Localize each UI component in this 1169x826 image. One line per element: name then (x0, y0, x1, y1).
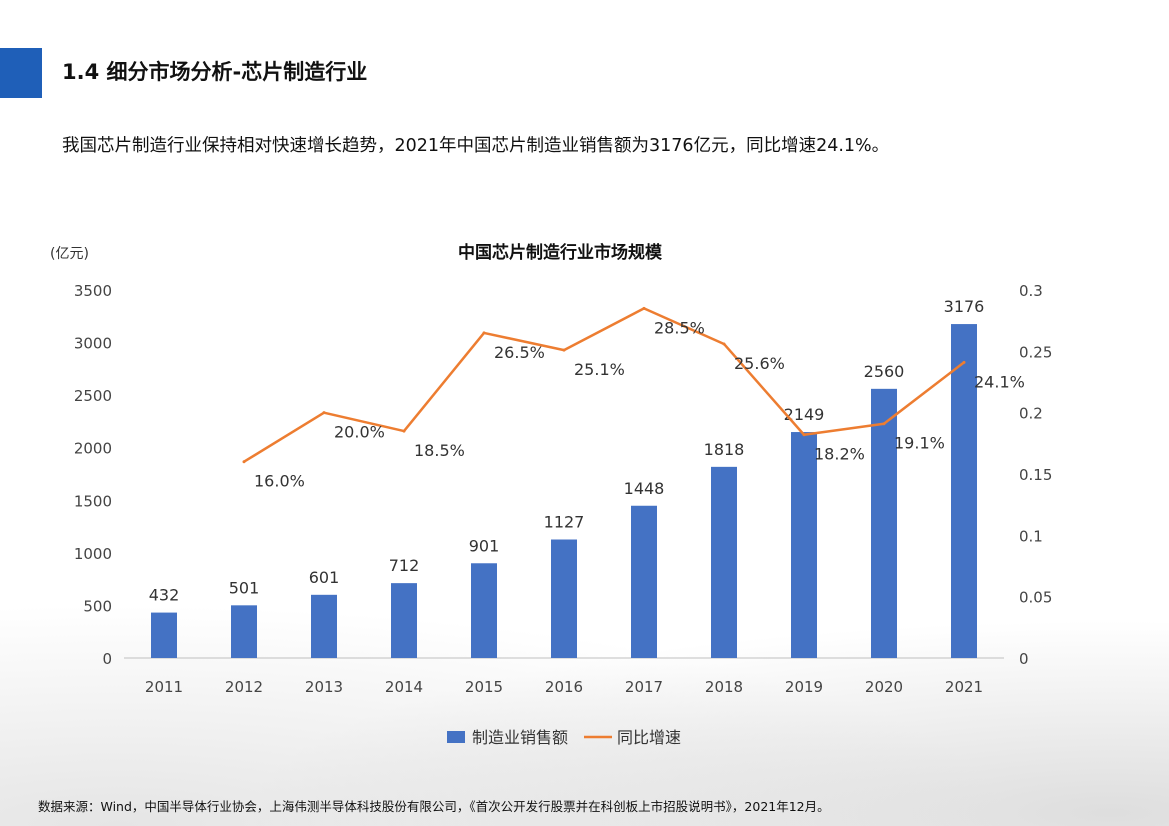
legend-bar-swatch (447, 731, 465, 743)
line-point (562, 348, 566, 352)
market-size-chart: 中国芯片制造行业市场规模 (亿元) 0 500 1000 1500 2000 2500 30… (50, 242, 1052, 747)
bar (951, 324, 977, 658)
y-tick-label: 0 (102, 650, 112, 668)
x-tick-label: 2015 (465, 678, 503, 696)
line-point (882, 422, 886, 426)
y2-tick-label: 0 (1019, 650, 1029, 668)
title-accent-bar (0, 48, 42, 98)
line-data-label: 18.2% (814, 445, 865, 464)
bar (871, 388, 897, 658)
bar (151, 612, 177, 658)
bar-data-label: 901 (469, 536, 500, 555)
line-series: 16.0% 20.0% 18.5% 26.5% 25.1% 28.5% 25.6% 18.2%… (242, 306, 1025, 491)
line-point (802, 433, 806, 437)
x-tick-label: 2014 (385, 678, 423, 696)
legend-line-label: 同比增速 (617, 728, 681, 747)
y2-tick-label: 0.05 (1019, 589, 1052, 607)
line-data-label: 26.5% (494, 343, 545, 362)
y2-tick-label: 0.25 (1019, 343, 1052, 361)
bar (791, 432, 817, 658)
bar-data-label: 2560 (864, 362, 905, 381)
bar (391, 583, 417, 658)
line-point (722, 342, 726, 346)
y2-tick-label: 0.2 (1019, 405, 1043, 423)
bar (551, 539, 577, 658)
bar-data-label: 712 (389, 556, 420, 575)
y-tick-label: 3500 (74, 282, 112, 300)
line-point (482, 331, 486, 335)
line-data-label: 16.0% (254, 472, 305, 491)
x-tick-label: 2019 (785, 678, 823, 696)
bar (631, 505, 657, 658)
bar-data-label: 2149 (784, 405, 825, 424)
bar (231, 605, 257, 658)
y-axis-unit-label: (亿元) (50, 246, 89, 262)
x-tick-label: 2021 (945, 678, 983, 696)
x-tick-label: 2020 (865, 678, 903, 696)
line-data-label: 19.1% (894, 434, 945, 453)
y-tick-label: 2500 (74, 387, 112, 405)
x-tick-label: 2011 (145, 678, 183, 696)
bar-data-label: 432 (149, 586, 180, 605)
line-point (322, 411, 326, 415)
bar (471, 563, 497, 658)
left-y-axis: 0 500 1000 1500 2000 2500 3000 3500 (74, 282, 112, 668)
bar-data-label: 3176 (944, 297, 985, 316)
x-tick-label: 2013 (305, 678, 343, 696)
bar-series: 432 501 601 712 901 1127 1448 1818 2149 2560 3176 (149, 297, 985, 658)
bar-data-label: 1818 (704, 440, 745, 459)
line-point (402, 429, 406, 433)
y-tick-label: 1500 (74, 492, 112, 510)
line-point (642, 306, 646, 310)
y2-tick-label: 0.1 (1019, 527, 1043, 545)
growth-rate-line (243, 307, 965, 463)
line-point (962, 360, 966, 364)
y-tick-label: 1000 (74, 545, 112, 563)
x-tick-label: 2016 (545, 678, 583, 696)
bar-data-label: 501 (229, 578, 260, 597)
right-y-axis: 0 0.05 0.1 0.15 0.2 0.25 0.3 (1019, 282, 1052, 668)
chart-title: 中国芯片制造行业市场规模 (458, 242, 663, 263)
y-tick-label: 500 (83, 597, 112, 615)
data-source-note: 数据来源：Wind，中国半导体行业协会，上海伟测半导体科技股份有限公司，《首次公… (38, 799, 830, 814)
line-point (242, 460, 246, 464)
x-tick-label: 2018 (705, 678, 743, 696)
y-tick-label: 2000 (74, 440, 112, 458)
x-tick-label: 2012 (225, 678, 263, 696)
x-axis: 2011 2012 2013 2014 2015 2016 2017 2018 2019 2020… (124, 657, 1004, 696)
bar (311, 594, 337, 658)
line-data-label: 20.0% (334, 423, 385, 442)
line-data-label: 25.1% (574, 360, 625, 379)
bar-data-label: 1127 (544, 513, 585, 532)
line-data-label: 25.6% (734, 354, 785, 373)
page-title: 1.4 细分市场分析-芯片制造行业 (62, 60, 368, 84)
y2-tick-label: 0.3 (1019, 282, 1043, 300)
legend-bar-label: 制造业销售额 (472, 728, 568, 747)
line-data-label: 24.1% (974, 372, 1025, 391)
line-data-label: 18.5% (414, 441, 465, 460)
line-data-label: 28.5% (654, 318, 705, 337)
y2-tick-label: 0.15 (1019, 466, 1052, 484)
bar-data-label: 601 (309, 568, 340, 587)
bar-data-label: 1448 (624, 479, 665, 498)
summary-text: 我国芯片制造行业保持相对快速增长趋势，2021年中国芯片制造业销售额为3176亿… (62, 136, 890, 156)
bar (711, 466, 737, 658)
y-tick-label: 3000 (74, 335, 112, 353)
chart-legend: 制造业销售额 同比增速 (447, 728, 681, 747)
x-tick-label: 2017 (625, 678, 663, 696)
